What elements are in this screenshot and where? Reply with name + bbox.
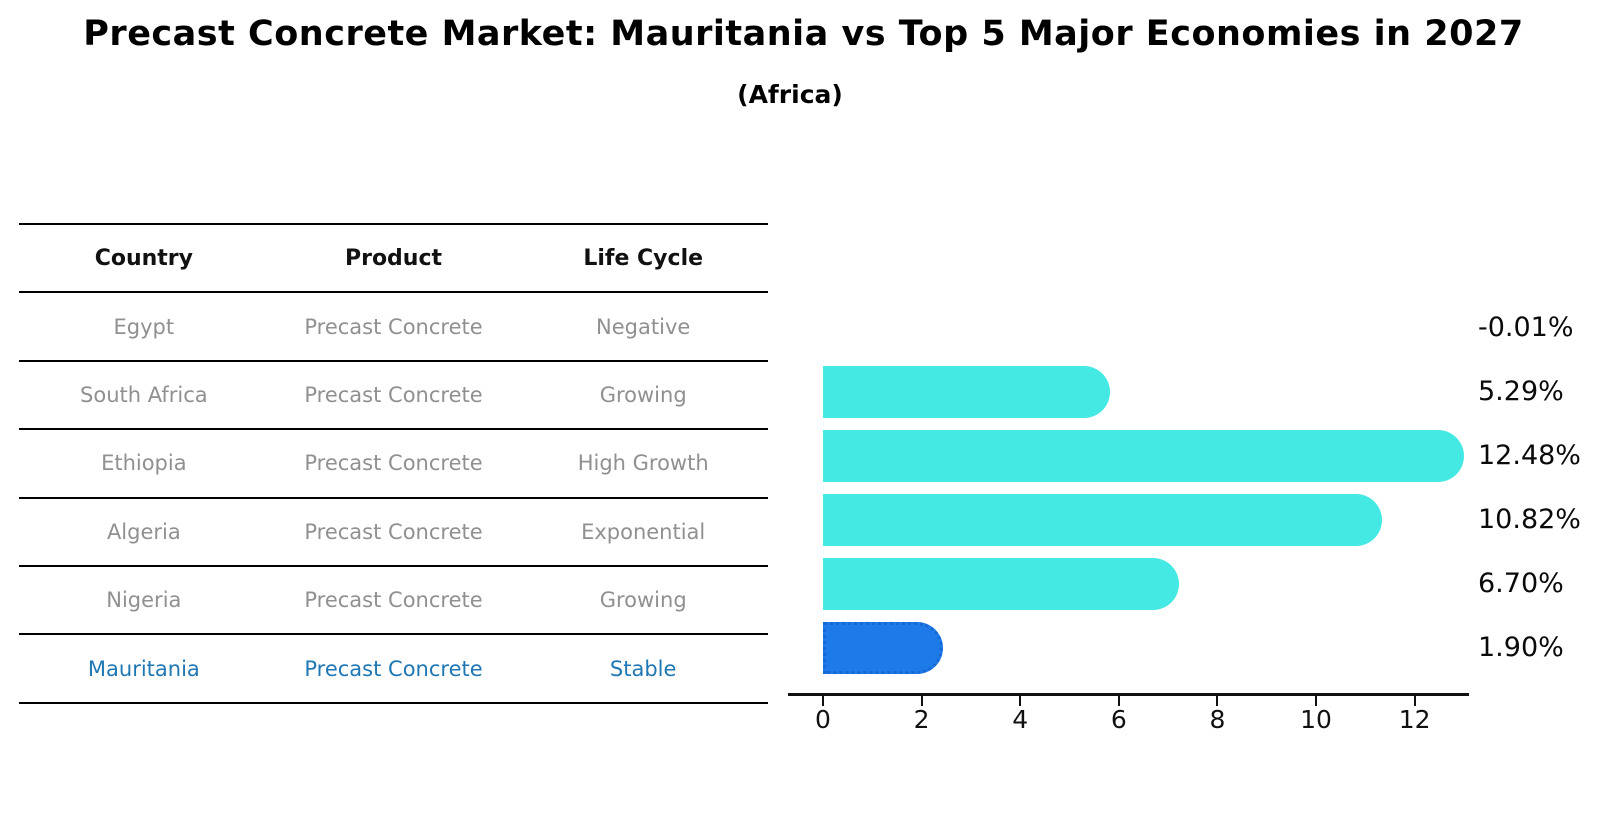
- cell-country: Mauritania: [87, 656, 200, 681]
- x-axis-tick: [1413, 695, 1416, 706]
- x-axis-tick: [1216, 695, 1219, 706]
- x-axis-tick: [1019, 695, 1022, 706]
- table-header-row: Country Product Life Cycle: [19, 225, 768, 291]
- bar-algeria: [823, 494, 1382, 546]
- table-row: Algeria Precast Concrete Exponential: [19, 496, 768, 565]
- bar-ethiopia: [823, 430, 1464, 482]
- x-axis-tick: [1117, 695, 1120, 706]
- x-axis-tick: [822, 695, 824, 706]
- cell-product: Precast Concrete: [304, 314, 483, 339]
- page-subtitle: (Africa): [737, 80, 843, 109]
- cell-life-cycle: High Growth: [577, 451, 709, 476]
- value-label: -0.01%: [1478, 312, 1574, 343]
- x-axis-tick: [1315, 695, 1317, 706]
- x-axis-tick-label: 12: [1398, 705, 1431, 734]
- table-row: Nigeria Precast Concrete Growing: [19, 564, 768, 633]
- x-axis-tick-label: 8: [1209, 705, 1226, 734]
- x-axis-tick-label: 0: [815, 705, 831, 734]
- cell-product: Precast Concrete: [304, 519, 483, 544]
- value-label: 1.90%: [1478, 632, 1564, 663]
- country-table: Country Product Life Cycle Egypt Precast…: [19, 223, 768, 704]
- x-axis-line: [788, 693, 1469, 696]
- cell-product: Precast Concrete: [304, 382, 483, 407]
- cell-country: Algeria: [106, 519, 181, 544]
- cell-life-cycle: Exponential: [581, 519, 706, 544]
- bar-nigeria: [823, 558, 1179, 610]
- table-row: Ethiopia Precast Concrete High Growth: [19, 428, 768, 496]
- x-axis-tick-label: 10: [1300, 705, 1332, 734]
- header-product: Product: [344, 245, 443, 271]
- header-country: Country: [94, 245, 193, 271]
- cell-life-cycle: Growing: [599, 588, 687, 613]
- value-label: 6.70%: [1478, 568, 1564, 599]
- value-label: 12.48%: [1478, 440, 1581, 471]
- value-label: 5.29%: [1478, 376, 1564, 407]
- cell-product: Precast Concrete: [304, 451, 483, 476]
- cell-country: Egypt: [113, 314, 175, 339]
- cell-country: South Africa: [80, 382, 208, 407]
- table-row: Egypt Precast Concrete Negative: [19, 291, 768, 359]
- bar-mauritania: [823, 622, 943, 674]
- value-label: 10.82%: [1478, 504, 1581, 535]
- cell-life-cycle: Growing: [599, 382, 687, 407]
- bar-south-africa: [823, 366, 1110, 418]
- x-axis-tick-label: 2: [913, 705, 930, 734]
- cell-country: Ethiopia: [101, 451, 187, 476]
- x-axis-tick-label: 6: [1110, 705, 1127, 734]
- cell-product: Precast Concrete: [304, 588, 483, 613]
- x-axis-tick: [920, 695, 923, 706]
- cell-life-cycle: Stable: [609, 656, 677, 681]
- table-row: South Africa Precast Concrete Growing: [19, 359, 768, 428]
- x-axis-tick-label: 4: [1012, 705, 1029, 734]
- table-row-mauritania: Mauritania Precast Concrete Stable: [19, 633, 768, 701]
- cell-country: Nigeria: [106, 588, 182, 613]
- cell-product: Precast Concrete: [304, 656, 483, 681]
- cell-life-cycle: Negative: [596, 314, 691, 339]
- header-life-cycle: Life Cycle: [583, 245, 704, 271]
- page-title: Precast Concrete Market: Mauritania vs T…: [83, 14, 1524, 54]
